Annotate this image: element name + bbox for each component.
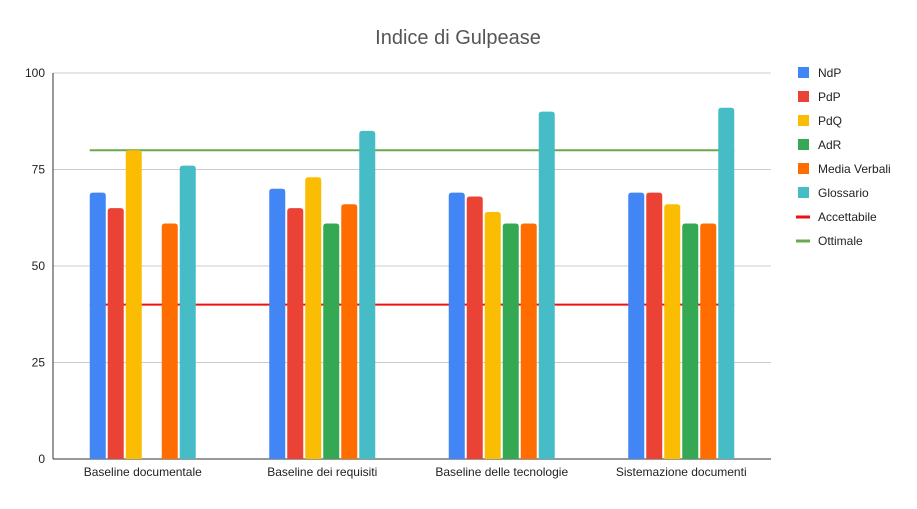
bar-pdq-1 (305, 177, 322, 459)
legend: NdP PdP PdQ AdR Media Verbali Glossario Accett… (796, 66, 891, 248)
bars-layer (89, 107, 735, 460)
legend-item-ndp: NdP (798, 66, 841, 80)
bar-pdq-3 (664, 204, 681, 459)
y-tick-label: 25 (32, 356, 46, 370)
legend-item-glossario: Glossario (798, 186, 869, 200)
bar-ndp-1 (269, 188, 286, 460)
legend-item-pdq: PdQ (798, 114, 842, 128)
axis-layer: 0 25 50 75 100 Baseline documentale Baseline d… (25, 66, 747, 479)
bar-glossario-1 (359, 130, 376, 459)
bar-media-verbali-1 (341, 204, 358, 459)
legend-label: AdR (818, 138, 842, 152)
legend-label: Ottimale (818, 234, 863, 248)
bar-pdq-0 (125, 150, 142, 459)
grid-layer (53, 72, 771, 460)
legend-item-media-verbali: Media Verbali (798, 162, 891, 176)
bar-adr-1 (323, 223, 340, 459)
legend-swatch (798, 163, 809, 174)
bar-ndp-2 (448, 192, 465, 459)
x-tick-label: Sistemazione documenti (616, 465, 747, 479)
bar-pdq-2 (484, 211, 501, 459)
bar-pdp-1 (287, 208, 304, 459)
legend-swatch (798, 115, 809, 126)
bar-media-verbali-2 (520, 223, 537, 459)
legend-item-adr: AdR (798, 138, 842, 152)
legend-swatch (798, 139, 809, 150)
x-tick-label: Baseline delle tecnologie (435, 465, 568, 479)
y-tick-label: 100 (25, 66, 45, 80)
legend-swatch (798, 187, 809, 198)
bar-glossario-2 (538, 111, 555, 459)
bar-pdp-0 (107, 208, 124, 459)
bar-adr-3 (682, 223, 699, 459)
legend-item-ottimale: Ottimale (796, 234, 863, 248)
x-tick-label: Baseline documentale (84, 465, 202, 479)
bar-pdp-3 (646, 192, 663, 459)
bar-glossario-3 (718, 107, 735, 460)
bar-pdp-2 (466, 196, 483, 459)
x-tick-label: Baseline dei requisiti (267, 465, 377, 479)
bar-ndp-0 (89, 192, 106, 459)
reference-lines-layer (89, 149, 735, 306)
chart-title: Indice di Gulpease (375, 27, 541, 49)
y-tick-label: 50 (32, 259, 46, 273)
bar-media-verbali-3 (700, 223, 717, 459)
legend-label: Accettabile (818, 210, 877, 224)
legend-item-pdp: PdP (798, 90, 841, 104)
bar-glossario-0 (179, 165, 196, 459)
legend-label: PdQ (818, 114, 842, 128)
legend-swatch (798, 67, 809, 78)
legend-item-accettabile: Accettabile (796, 210, 877, 224)
y-tick-label: 75 (32, 163, 46, 177)
legend-label: NdP (818, 66, 841, 80)
bar-media-verbali-0 (161, 223, 178, 459)
bar-adr-2 (502, 223, 519, 459)
y-tick-label: 0 (38, 452, 45, 466)
legend-swatch (798, 91, 809, 102)
legend-label: Glossario (818, 186, 869, 200)
legend-label: PdP (818, 90, 841, 104)
legend-label: Media Verbali (818, 162, 891, 176)
bar-ndp-3 (628, 192, 645, 459)
